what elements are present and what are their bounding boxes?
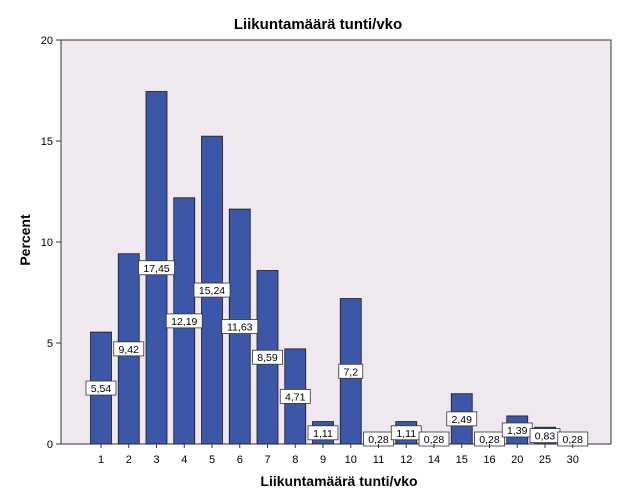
data-label-text: 9,42	[119, 344, 140, 356]
data-label-text: 7,2	[343, 366, 358, 378]
data-label-20: 1,39	[501, 422, 533, 438]
data-label-box	[279, 389, 311, 404]
data-labels-group: 5,54 9,42 17,45 12,19 15,24 11,63 8,59 4,71 1,11…	[85, 260, 589, 447]
data-label-25: 0,83	[529, 428, 561, 444]
data-label-text: 11,63	[227, 322, 253, 334]
x-tick-label: 1	[98, 454, 104, 466]
data-label-16: 0,28	[474, 431, 505, 447]
data-label-box	[193, 282, 231, 298]
data-label-2: 9,42	[113, 341, 145, 357]
x-tick-label: 5	[209, 454, 215, 466]
x-tick-label: 8	[292, 454, 298, 466]
data-label-4: 12,19	[165, 313, 203, 329]
x-tick-label: 10	[345, 454, 357, 466]
x-tick-label: 9	[320, 454, 326, 466]
data-label-text: 0,28	[563, 434, 584, 446]
data-label-box	[338, 363, 364, 379]
x-tick-label: 15	[456, 454, 468, 466]
data-label-15: 2,49	[446, 411, 478, 427]
data-label-text: 1,39	[507, 425, 528, 437]
x-tick-label: 3	[153, 454, 159, 466]
data-label-10: 7,2	[338, 363, 364, 379]
data-label-box	[113, 341, 145, 357]
data-label-11: 0,28	[363, 431, 394, 447]
data-label-6: 11,63	[221, 319, 259, 334]
data-label-text: 15,24	[199, 285, 225, 297]
data-label-box	[252, 349, 283, 365]
y-axis: 0 5 10 15 20	[41, 35, 61, 451]
data-label-text: 5,54	[91, 383, 112, 395]
data-label-12: 1,11	[390, 425, 422, 441]
x-tick-label: 25	[539, 454, 551, 466]
data-label-5: 15,24	[193, 282, 231, 298]
data-label-text: 0,28	[424, 434, 445, 446]
data-label-30: 0,28	[557, 431, 589, 447]
data-label-text: 0,83	[535, 431, 556, 443]
y-tick-label: 5	[47, 338, 53, 350]
data-label-box	[446, 411, 478, 427]
x-tick-label: 30	[567, 454, 579, 466]
data-label-box	[85, 380, 117, 396]
data-label-text: 12,19	[171, 316, 197, 328]
x-axis-title: Liikuntamäärä tunti/vko	[260, 473, 417, 489]
x-tick-label: 20	[511, 454, 523, 466]
x-tick-label: 6	[237, 454, 243, 466]
y-axis-title: Percent	[17, 214, 33, 266]
data-label-text: 17,45	[143, 263, 169, 275]
y-tick-label: 20	[41, 35, 53, 47]
x-tick-label: 14	[428, 454, 440, 466]
data-label-8: 4,71	[279, 389, 311, 404]
x-tick-label: 12	[400, 454, 412, 466]
chart-title: Liikuntamäärä tunti/vko	[234, 16, 402, 33]
x-tick-label: 11	[373, 454, 384, 466]
data-label-box	[307, 425, 339, 441]
data-label-9: 1,11	[307, 425, 339, 441]
data-label-3: 17,45	[138, 260, 175, 276]
data-label-14: 0,28	[418, 431, 450, 447]
data-label-text: 2,49	[452, 414, 473, 426]
x-axis: 1 2 3 4 5 6 7 8 9 10 11 12 14 15 16 20 25 30	[98, 444, 579, 466]
x-tick-label: 16	[483, 454, 495, 466]
x-tick-label: 4	[181, 454, 187, 466]
data-label-text: 8,59	[257, 352, 278, 364]
data-label-text: 0,28	[368, 434, 389, 446]
y-tick-label: 15	[41, 136, 53, 148]
data-label-text: 4,71	[285, 391, 306, 403]
data-label-box	[165, 313, 203, 329]
x-tick-label: 2	[126, 454, 132, 466]
data-label-7: 8,59	[252, 349, 283, 365]
data-label-text: 1,11	[396, 428, 416, 440]
data-label-box	[138, 260, 175, 276]
y-tick-label: 0	[47, 439, 53, 451]
plot-area	[60, 39, 612, 445]
data-label-box	[221, 319, 259, 334]
data-label-text: 0,28	[479, 434, 500, 446]
data-label-text: 1,11	[313, 428, 333, 440]
x-tick-label: 7	[264, 454, 270, 466]
data-label-1: 5,54	[85, 380, 117, 396]
y-tick-label: 10	[41, 237, 53, 249]
